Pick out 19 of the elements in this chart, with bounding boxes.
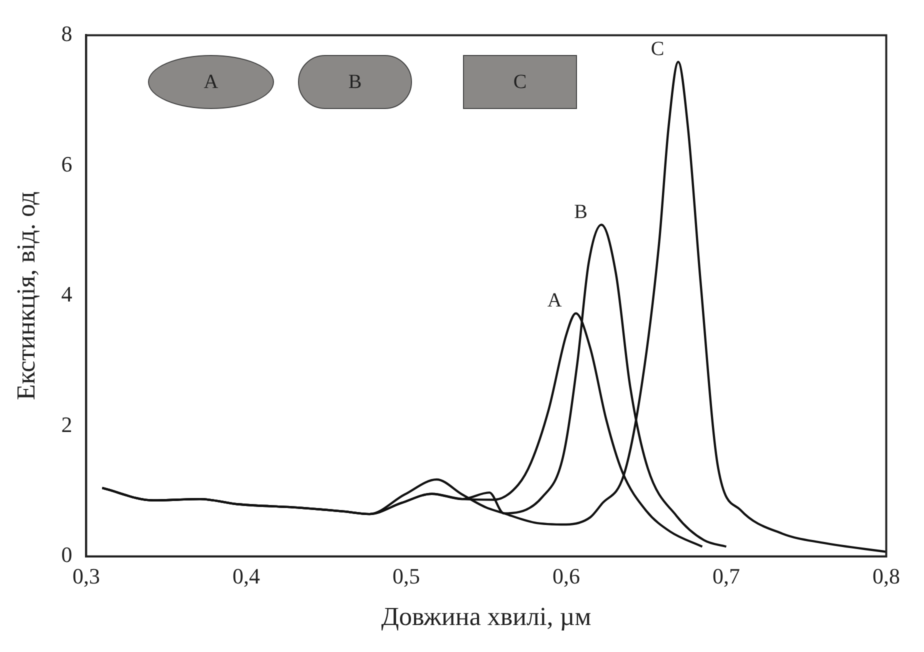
x-tick-label: 0,5 — [392, 563, 420, 588]
y-tick-label: 2 — [61, 412, 72, 437]
y-tick-label: 8 — [61, 20, 72, 46]
x-tick-label: 0,3 — [72, 563, 100, 588]
y-tick-label: 6 — [61, 151, 72, 176]
rounded-shape: B — [298, 55, 412, 109]
ellipse-shape: A — [148, 55, 274, 109]
x-tick-label: 0,4 — [232, 563, 260, 588]
x-tick-label: 0,7 — [712, 563, 740, 588]
y-tick-label: 4 — [61, 282, 72, 307]
rectangle-shape: C — [463, 55, 577, 109]
y-tick-label: 0 — [61, 542, 72, 568]
y-axis-title: Екстинкція, від. од — [11, 192, 40, 400]
series-label: A — [547, 290, 562, 312]
x-tick-label: 0,8 — [872, 563, 900, 588]
series-label: B — [574, 201, 588, 224]
series-label: C — [650, 38, 664, 60]
x-tick-label: 0,6 — [552, 563, 580, 588]
x-axis-title: Довжина хвилі, µм — [381, 602, 592, 632]
